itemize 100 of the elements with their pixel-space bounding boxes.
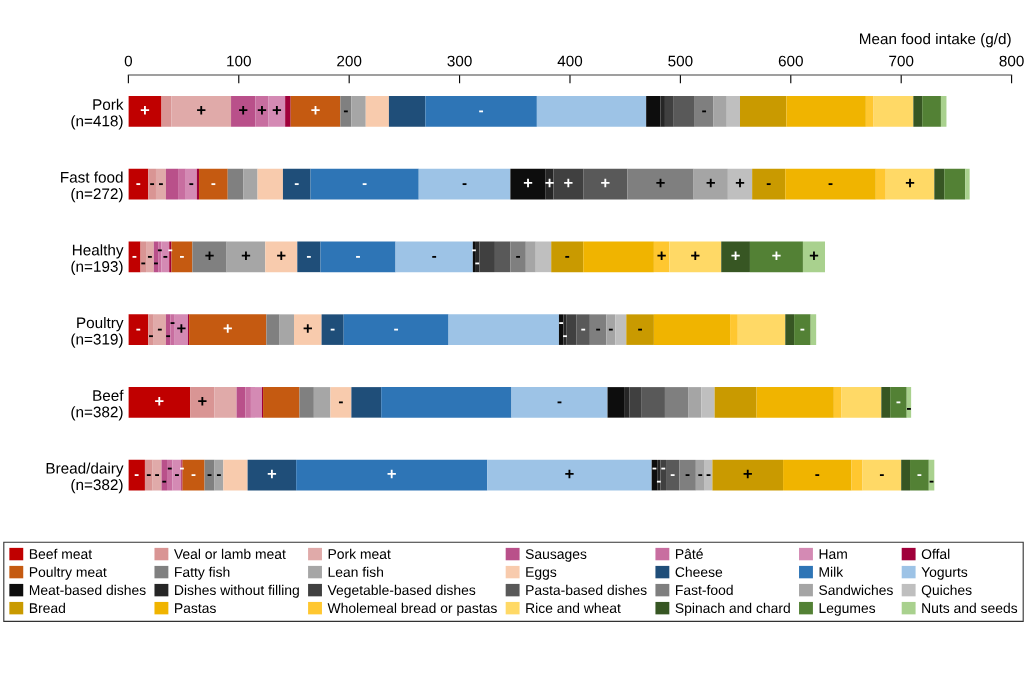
- legend-label: Wholemeal bread or pastas: [327, 602, 497, 616]
- data-label: -: [134, 474, 139, 477]
- legend-label: Milk: [819, 566, 844, 577]
- bar: [726, 96, 740, 127]
- x-tick-label: 500: [668, 55, 693, 67]
- legend-label: Pork meat: [328, 548, 391, 559]
- data-label: -: [163, 255, 168, 258]
- legend-label: Vegetable-based dishes: [327, 584, 476, 598]
- data-label: +: [197, 105, 206, 115]
- bar: [265, 241, 298, 273]
- data-label: -: [294, 183, 299, 186]
- x-tick-label: 100: [227, 55, 251, 67]
- data-label: -: [670, 474, 675, 477]
- data-label: +: [523, 178, 533, 188]
- data-label: -: [157, 328, 162, 331]
- bar: [226, 241, 266, 273]
- data-label: -: [929, 480, 934, 483]
- data-label: -: [189, 183, 194, 186]
- bar: [510, 241, 526, 273]
- bar: [965, 168, 970, 200]
- bar: [279, 314, 294, 345]
- bar: [737, 314, 786, 345]
- legend-label: Quiches: [921, 584, 972, 598]
- bar: [148, 314, 154, 345]
- data-label: -: [706, 474, 711, 477]
- bar: [381, 387, 512, 418]
- data-label: -: [516, 255, 521, 258]
- data-label: +: [272, 105, 282, 115]
- bar: [148, 168, 156, 200]
- bar: [624, 387, 630, 418]
- bar: [810, 314, 817, 345]
- bar: [171, 96, 232, 127]
- bar: [713, 96, 727, 127]
- bar: [293, 314, 322, 345]
- legend-label: Nuts and seeds: [922, 602, 1018, 614]
- bar: [589, 314, 607, 345]
- legend-label: Sandwiches: [819, 584, 893, 596]
- x-tick-label: 800: [999, 55, 1024, 67]
- data-label: -: [356, 255, 360, 258]
- bar: [170, 314, 175, 345]
- data-label: +: [205, 251, 214, 260]
- legend-label: Spinach and chard: [675, 602, 790, 616]
- bar: [785, 314, 795, 345]
- data-label: -: [906, 408, 911, 410]
- data-label: -: [159, 183, 163, 186]
- data-label: -: [147, 255, 152, 258]
- bar: [940, 96, 947, 127]
- data-label: -: [191, 474, 196, 477]
- data-label: -: [565, 255, 570, 258]
- data-label: +: [905, 178, 915, 188]
- legend-label: Dishes without filling: [175, 584, 299, 598]
- bar: [182, 459, 205, 491]
- data-label: -: [559, 322, 564, 324]
- legend-label: Pastas: [175, 603, 216, 614]
- data-label: -: [896, 401, 901, 404]
- bar: [752, 168, 786, 200]
- bar: [250, 387, 262, 418]
- data-label: -: [702, 110, 707, 113]
- legend-label: Poultry meat: [29, 566, 107, 580]
- data-label: -: [211, 183, 216, 186]
- bar: [487, 459, 652, 491]
- data-label: +: [657, 251, 666, 260]
- bar: [563, 314, 567, 345]
- bar: [664, 96, 674, 127]
- data-label: -: [563, 335, 567, 338]
- legend-label: Bread: [29, 602, 65, 614]
- data-label: -: [146, 474, 151, 477]
- y-tick-label: Pork (n=418): [71, 98, 124, 130]
- bar: [310, 168, 419, 200]
- legend-label: Rice and wheat: [526, 602, 621, 614]
- data-label: -: [132, 255, 137, 258]
- legend-label: Eggs: [526, 567, 557, 580]
- bar: [395, 241, 473, 273]
- data-label: -: [170, 322, 175, 324]
- data-label: -: [207, 474, 212, 477]
- bar: [627, 168, 694, 200]
- data-label: -: [656, 480, 661, 483]
- bar: [388, 96, 426, 127]
- data-label: -: [162, 480, 167, 483]
- bar: [756, 387, 834, 418]
- bar: [626, 314, 654, 345]
- bar: [161, 459, 168, 491]
- bar: [922, 96, 941, 127]
- bar: [511, 387, 608, 418]
- bar: [727, 168, 753, 200]
- bar: [551, 241, 584, 273]
- bar: [553, 168, 584, 200]
- data-label: +: [155, 396, 164, 406]
- bar: [190, 387, 215, 418]
- data-label: -: [479, 110, 484, 113]
- bar: [165, 168, 179, 200]
- bar: [783, 459, 852, 491]
- bar: [174, 314, 188, 345]
- bar: [313, 387, 331, 418]
- bar: [223, 459, 248, 491]
- bar: [144, 459, 153, 491]
- bar: [712, 459, 784, 491]
- x-tick-label: 200: [337, 55, 362, 67]
- data-label: -: [815, 474, 820, 477]
- bar: [910, 459, 929, 491]
